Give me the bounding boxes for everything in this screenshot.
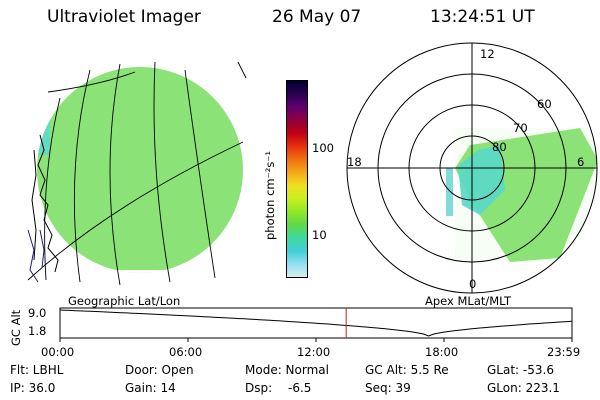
filter-value: Flt: LBHL — [10, 363, 64, 377]
door-status: Door: Open — [125, 363, 194, 377]
altitude-curve — [59, 309, 573, 337]
mlt-label-left: 18 — [347, 155, 362, 169]
xtick-1800: 18:00 — [425, 345, 459, 359]
polar-panel-title: Apex MLat/MLT — [425, 294, 512, 308]
geographic-panel-title: Geographic Lat/Lon — [68, 294, 181, 308]
lat-lon-grid — [27, 61, 247, 286]
colorbar — [286, 80, 308, 278]
xtick-1200: 12:00 — [297, 345, 331, 359]
colorbar-tick-10: 10 — [312, 228, 327, 242]
mlt-label-bottom: 0 — [469, 277, 477, 291]
gain-value: Gain: 14 — [125, 381, 176, 395]
coastline — [31, 134, 59, 273]
altitude-ytick-bottom: 1.8 — [28, 324, 47, 338]
date-label: 26 May 07 — [272, 7, 362, 27]
dsp-value: -6.5 — [288, 381, 312, 395]
glat-value: GLat: -53.6 — [487, 363, 554, 377]
seq-value: Seq: 39 — [365, 381, 411, 395]
xtick-0000: 00:00 — [41, 345, 75, 359]
altitude-ytick-top: 9.0 — [28, 306, 47, 320]
colorbar-tick-100: 100 — [312, 141, 334, 155]
xtick-2359: 23:59 — [547, 345, 581, 359]
mlt-label-top: 12 — [480, 47, 495, 61]
mode-value: Mode: Normal — [245, 363, 329, 377]
mlt-label-right: 6 — [577, 155, 585, 169]
time-label: 13:24:51 UT — [430, 7, 535, 27]
glon-value: GLon: 223.1 — [487, 381, 560, 395]
lat-label-60: 60 — [537, 97, 552, 111]
xtick-0600: 06:00 — [169, 345, 203, 359]
dsp-label: Dsp: — [245, 381, 273, 395]
instrument-title: Ultraviolet Imager — [47, 7, 201, 27]
gc-alt-value: GC Alt: 5.5 Re — [365, 363, 449, 377]
ip-value: IP: 36.0 — [10, 381, 56, 395]
lat-label-80: 80 — [492, 140, 507, 154]
lat-label-70: 70 — [513, 121, 528, 135]
